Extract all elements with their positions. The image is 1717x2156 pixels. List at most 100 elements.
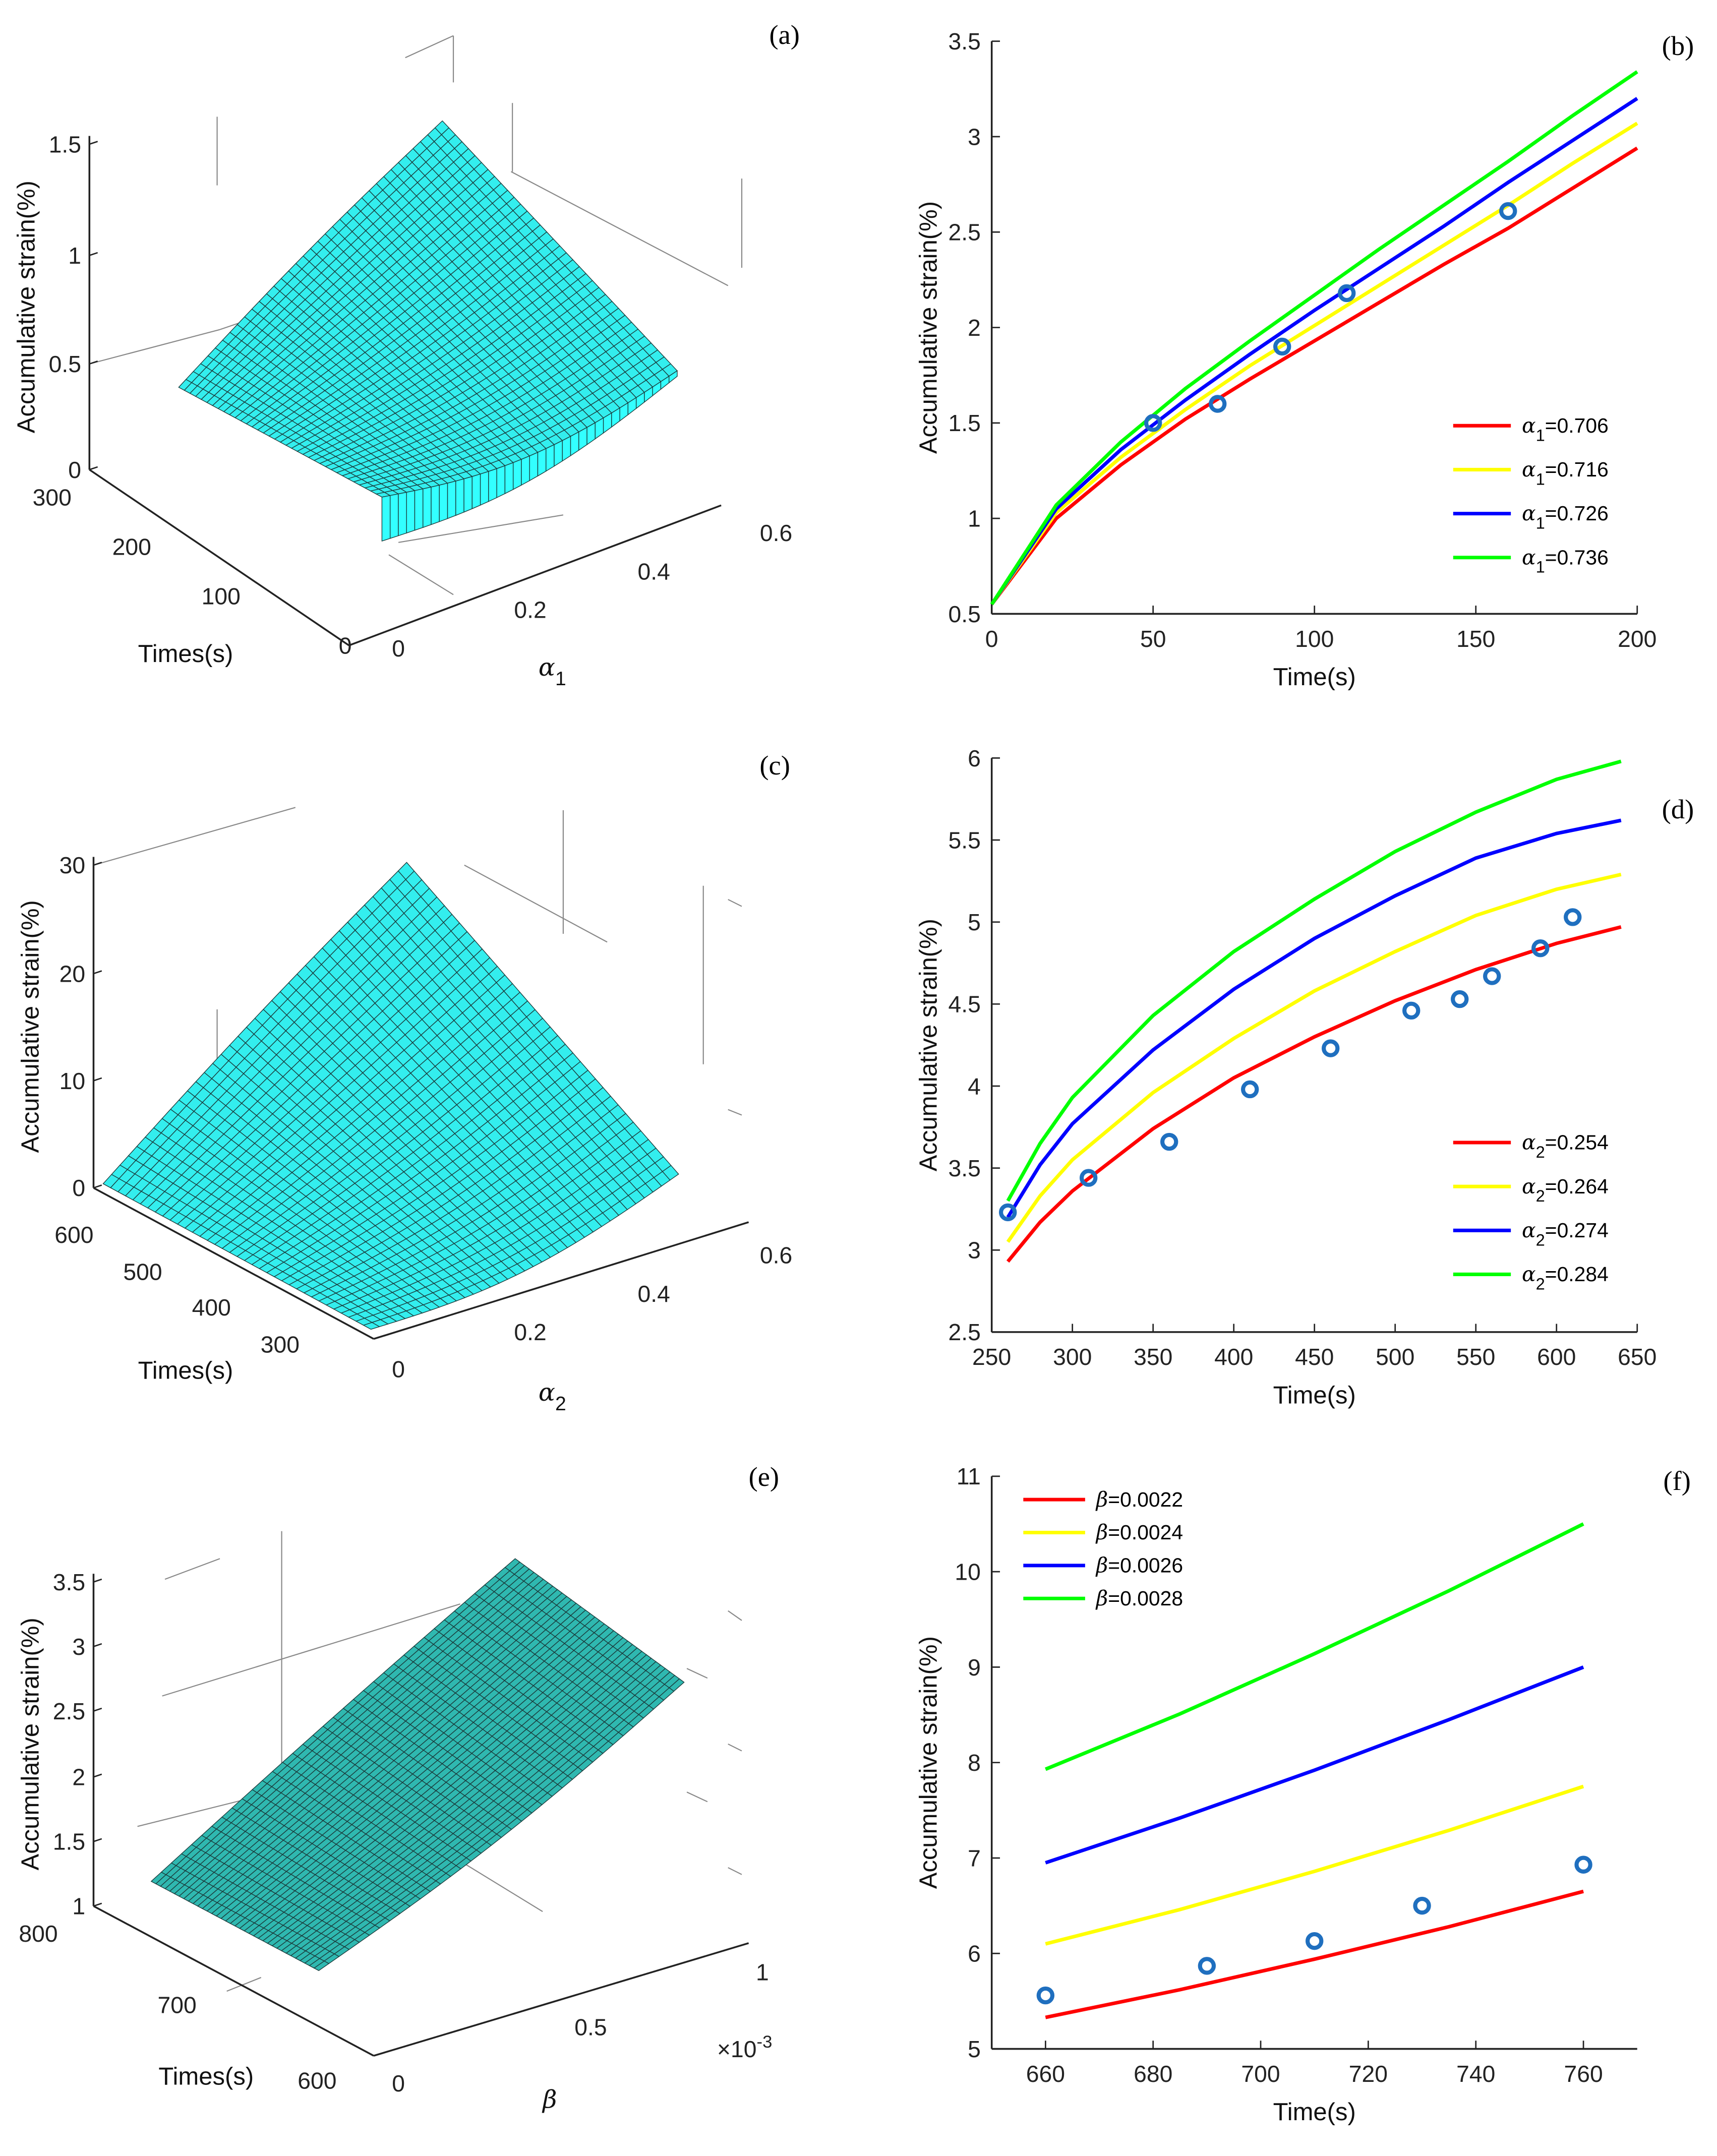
z-tick-label: 1.5: [53, 1829, 85, 1855]
time-tick-label: 600: [54, 1222, 93, 1248]
symbol: β: [1095, 1520, 1108, 1544]
x-tick-label: 720: [1349, 2061, 1388, 2087]
parameter-tick-label: 0.5: [574, 2014, 607, 2040]
time-tick-label: 700: [157, 1992, 196, 2018]
legend-entry-0: α2=0.254: [1522, 1130, 1609, 1161]
grid-line: [728, 899, 742, 907]
y-tick-label: 8: [968, 1750, 981, 1776]
x-tick-label: 740: [1456, 2061, 1495, 2087]
surface-skirt-cell: [488, 468, 497, 502]
value: =0.284: [1545, 1263, 1609, 1286]
surface-skirt-cell: [496, 465, 506, 499]
series-line-1: [1045, 1784, 1584, 1946]
exponent-label: ×10-3: [717, 2032, 772, 2062]
value: =0.0028: [1108, 1587, 1183, 1610]
surface-skirt-cell: [431, 485, 440, 525]
x-tick-label: 700: [1241, 2061, 1280, 2087]
data-point: [1198, 1957, 1216, 1975]
surface-skirt-cell: [381, 495, 391, 542]
x-tick-label: 650: [1618, 1344, 1656, 1370]
surface-skirt-cell: [414, 488, 424, 531]
z-axis-label: Accumulative strain(%): [17, 1618, 44, 1870]
y-axis-label: Accumulative strain(%): [915, 919, 942, 1171]
y-axis-label: Accumulative strain(%): [915, 1636, 942, 1889]
y-tick-label: 2: [968, 315, 981, 341]
subscript: 1: [555, 668, 566, 690]
parameter-axis: [373, 1942, 749, 2057]
symbol: β: [1095, 1553, 1108, 1577]
surface-skirt-cell: [455, 478, 464, 516]
y-tick-label: 2.5: [949, 219, 981, 246]
z-tick-label: 20: [60, 961, 86, 987]
panel-label-e: (e): [749, 1461, 779, 1492]
series-line-2: [1045, 1665, 1584, 1865]
grid-line: [464, 864, 608, 943]
symbol: α: [1522, 501, 1536, 525]
z-tick: [93, 1707, 102, 1712]
legend-entry-3: α1=0.736: [1522, 545, 1609, 576]
time-tick-label: 800: [19, 1921, 57, 1947]
series-line-0: [1045, 1889, 1584, 2019]
parameter-axis-label: β: [542, 2085, 557, 2114]
data-point: [1574, 1855, 1592, 1874]
z-axis-label: Accumulative strain(%): [17, 900, 44, 1153]
surface-skirt-cell: [669, 370, 678, 384]
z-tick: [93, 1902, 102, 1907]
surface-skirt-cell: [546, 444, 555, 472]
series-line-3: [990, 70, 1638, 606]
z-tick: [93, 862, 102, 866]
y-tick-label: 0.5: [949, 601, 981, 627]
grid-line: [388, 554, 454, 595]
z-tick-label: 1.5: [49, 131, 81, 157]
symbol: α: [1522, 1218, 1536, 1242]
value: =0.254: [1545, 1131, 1609, 1154]
y-tick-label: 3: [968, 1237, 981, 1264]
surface-plot-a: 0 0.5 1 1.5 Accumulative strain(%) 300 200 100 0…: [13, 35, 792, 690]
y-tick-label: 2.5: [949, 1319, 981, 1345]
z-tick: [93, 1773, 102, 1778]
z-tick: [89, 361, 98, 365]
subscript: 1: [1536, 426, 1545, 444]
symbol: α: [1522, 1130, 1536, 1155]
value: =0.274: [1545, 1219, 1609, 1242]
y-tick-label: 9: [968, 1654, 981, 1681]
symbol: α: [539, 1378, 555, 1407]
x-tick-label: 600: [1537, 1344, 1576, 1370]
panel-label-a: (a): [769, 19, 799, 50]
surface-skirt-cell: [562, 436, 571, 462]
parameter-tick-label: 0.6: [760, 520, 792, 546]
x-tick-label: 200: [1618, 626, 1656, 652]
subscript: 2: [1536, 1186, 1545, 1205]
legend-entry-1: β=0.0024: [1095, 1520, 1183, 1544]
line-chart-d: 250 300 350 400 450 500 550 600 650 2.5 3 3.5 4 4.5 5 5…: [915, 745, 1657, 1409]
x-tick-label: 680: [1134, 2061, 1172, 2087]
z-tick: [89, 141, 98, 145]
time-axis-label: Times(s): [138, 1357, 233, 1384]
value: =0.706: [1545, 414, 1609, 437]
time-tick-label: 600: [298, 2068, 336, 2094]
data-point: [1241, 1080, 1259, 1099]
z-tick-label: 0.5: [49, 351, 81, 377]
panel-label-f: (f): [1664, 1465, 1691, 1496]
panel-label-d: (d): [1662, 794, 1694, 824]
y-tick-label: 5: [968, 909, 981, 935]
surface-skirt-cell: [406, 490, 416, 534]
x-tick-label: 100: [1295, 626, 1334, 652]
data-point: [1144, 414, 1162, 432]
data-point: [1402, 1001, 1420, 1020]
parameter-axis-label: α2: [539, 1378, 566, 1415]
x-axis-label: Time(s): [1273, 664, 1356, 691]
z-tick: [93, 1838, 102, 1842]
data-point: [1306, 1932, 1324, 1950]
parameter-axis: [348, 504, 722, 646]
data-point: [1499, 202, 1517, 220]
data-point: [1451, 990, 1469, 1008]
subscript: 2: [1536, 1274, 1545, 1293]
surface-skirt-cell: [471, 473, 481, 509]
grid-line: [686, 1791, 708, 1803]
time-tick-label: 300: [33, 484, 72, 510]
time-tick-label: 200: [112, 533, 151, 560]
x-tick-label: 250: [972, 1344, 1011, 1370]
